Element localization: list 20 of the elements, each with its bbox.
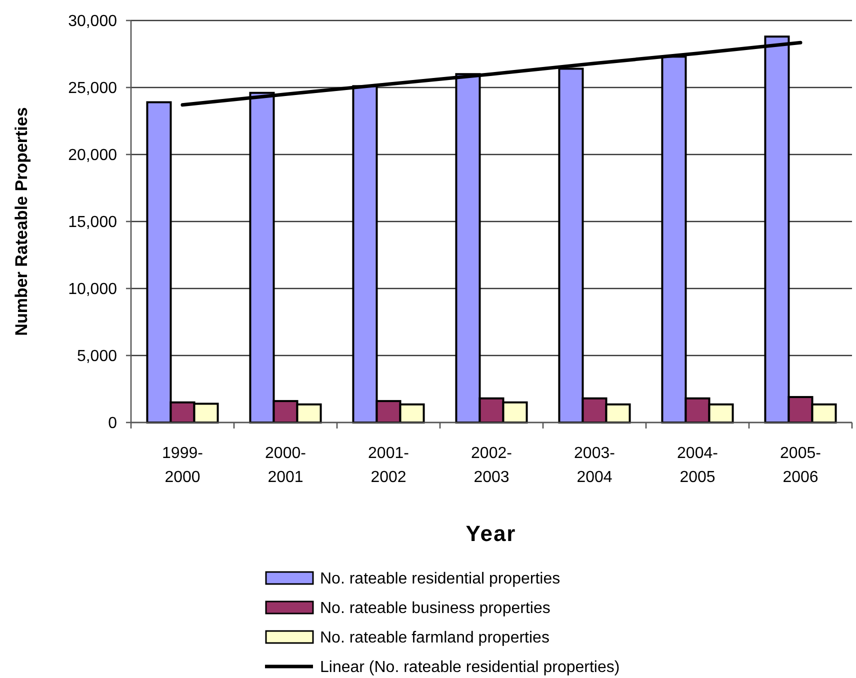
y-tick-label: 25,000 — [68, 80, 118, 98]
y-tick-label: 20,000 — [68, 147, 118, 164]
x-tick-label: 2005-2006 — [780, 445, 821, 486]
x-tick-label: 2002-2003 — [471, 445, 512, 486]
x-tick-label: 2000-2001 — [265, 445, 306, 486]
legend-label: No. rateable farmland properties — [320, 630, 550, 647]
legend-label: Linear (No. rateable residential properties) — [320, 659, 620, 676]
y-tick-label: 15,000 — [68, 214, 118, 232]
x-axis-title: Year — [466, 521, 516, 546]
x-tick-label: 2001-2002 — [368, 445, 409, 486]
x-tick-label: 1999-2000 — [162, 445, 203, 486]
y-tick-label: 0 — [108, 415, 118, 432]
y-tick-label: 5,000 — [76, 348, 118, 366]
y-axis-title: Number Rateable Properties — [12, 107, 31, 336]
legend-label: No. rateable business properties — [320, 600, 550, 618]
x-tick-label: 2004-2005 — [677, 445, 718, 486]
y-tick-label: 30,000 — [68, 13, 118, 30]
x-tick-label: 2003-2004 — [574, 445, 615, 486]
legend-label: No. rateable residential properties — [320, 570, 560, 588]
y-tick-label: 10,000 — [68, 281, 118, 298]
